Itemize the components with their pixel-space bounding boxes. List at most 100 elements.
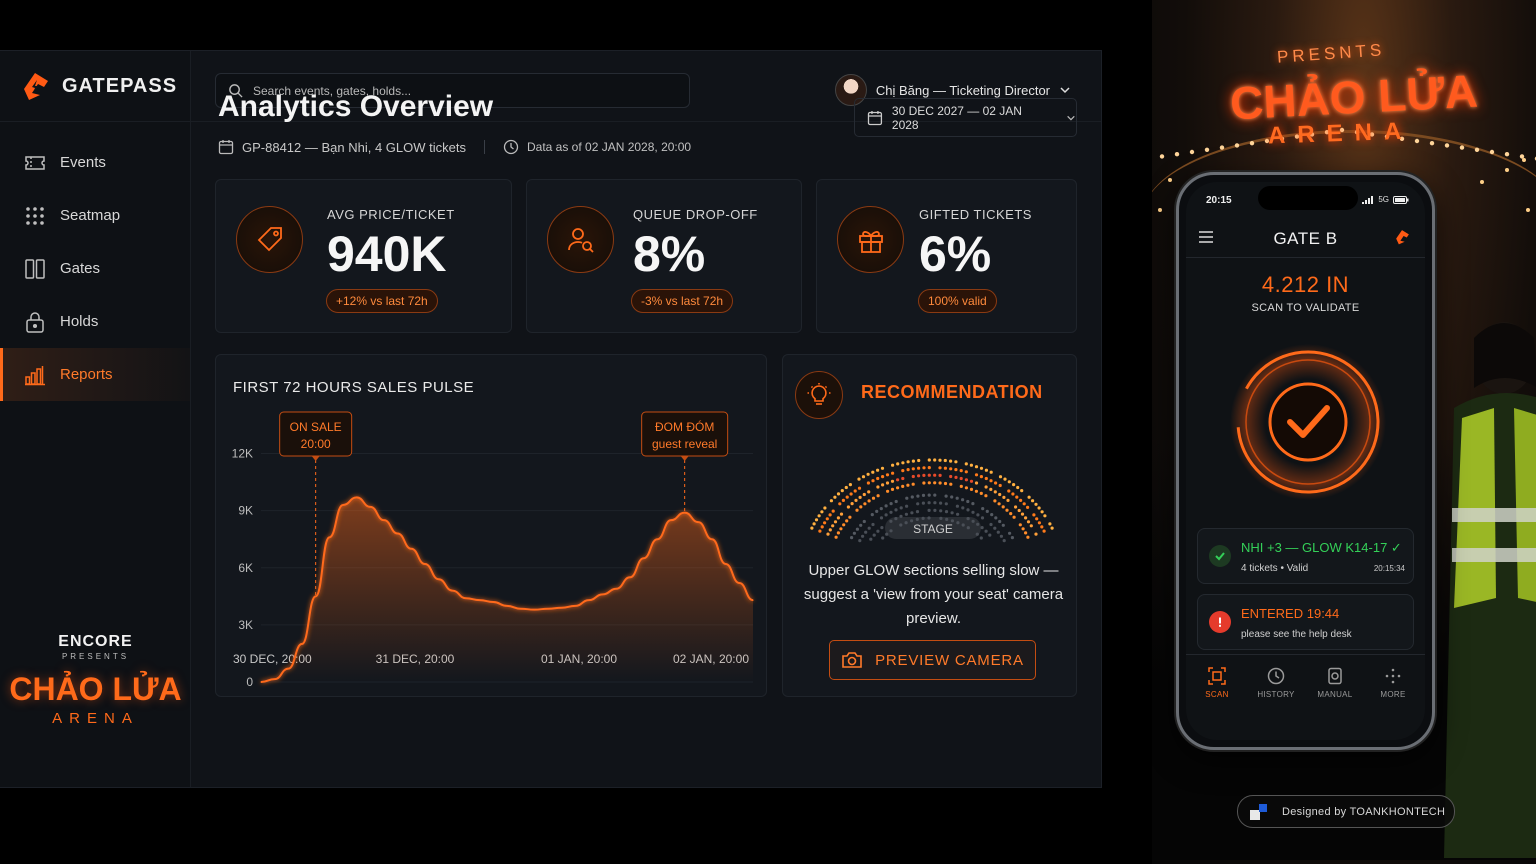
seat-dot	[861, 475, 866, 479]
seat-dot	[961, 498, 965, 502]
data-point	[533, 609, 535, 611]
scan-entry-warning[interactable]: ENTERED 19:44 please see the help desk	[1197, 594, 1414, 650]
seat-dot	[974, 481, 979, 485]
seatmap-preview[interactable]: STAGE	[801, 423, 1063, 548]
kpi-card-avg-price[interactable]: AVG PRICE/TICKET 940K +12% vs last 72h	[215, 179, 512, 333]
seat-dot	[820, 510, 824, 514]
seat-dot	[916, 494, 920, 498]
event-logo: ENCORE PRESENTS CHẢO LỬA ARENA	[0, 633, 191, 727]
sidebar-item-events[interactable]: Events	[0, 136, 190, 189]
kpi-value: 940K	[327, 226, 447, 282]
recommendation-title: RECOMMENDATION	[861, 382, 1043, 402]
annotation-line1: ĐOM ĐÓM	[655, 419, 714, 434]
scan-entry-valid[interactable]: NHI +3 — GLOW K14-17 ✓ 4 tickets • Valid…	[1197, 528, 1414, 584]
entry-count: 4.212 IN	[1261, 272, 1350, 297]
seat-dot	[1024, 531, 1028, 535]
sidebar-item-gates[interactable]: Gates	[0, 242, 190, 295]
entry-title: NHI +3 — GLOW K14-17 ✓	[1241, 540, 1402, 555]
seat-dot	[990, 513, 994, 517]
y-tick-label: 3K	[238, 618, 253, 632]
scan-prompt: SCAN TO VALIDATE	[1251, 302, 1360, 314]
seat-dot	[1026, 520, 1031, 524]
seat-dot	[881, 483, 885, 487]
hamburger-icon[interactable]	[1198, 230, 1214, 244]
data-point	[260, 681, 262, 683]
search-input[interactable]	[253, 83, 673, 98]
kpi-value: 8%	[633, 226, 706, 282]
sidebar-item-seatmap[interactable]: Seatmap	[0, 189, 190, 242]
seat-dot	[885, 473, 890, 477]
seat-dot	[831, 524, 835, 528]
seat-dot	[1003, 477, 1007, 481]
kpi-card-gifted-tickets[interactable]: GIFTED TICKETS 6% 100% valid	[816, 179, 1077, 333]
seat-dot	[971, 510, 975, 514]
seat-dot	[964, 462, 968, 466]
seat-dot	[950, 495, 954, 499]
divider	[483, 140, 485, 154]
data-point	[479, 599, 481, 601]
seat-dot	[901, 461, 905, 465]
phone-status: 5G	[1362, 195, 1409, 204]
seat-dot	[876, 494, 880, 498]
seat-dot	[871, 470, 875, 474]
phone-mockup: 20:15 5G GATE B 4.212 IN SCAN TO VALIDAT…	[1176, 172, 1435, 750]
seat-dot	[891, 471, 895, 475]
kpi-value: 6%	[919, 226, 992, 282]
seat-dot	[833, 520, 838, 524]
sidebar-item-label: Holds	[60, 313, 99, 330]
seat-dot	[846, 505, 850, 509]
seat-dot	[964, 486, 968, 490]
seat-dot	[989, 470, 993, 474]
seat-dot	[964, 470, 968, 474]
sidebar-nav: Events Seatmap Gates Holds Reports	[0, 136, 190, 401]
seat-dot	[866, 472, 870, 476]
seat-dot	[979, 491, 983, 495]
seat-dot	[1050, 526, 1054, 530]
data-point	[492, 601, 494, 603]
date-range-picker[interactable]: 30 DEC 2027 — 02 JAN 2028	[854, 98, 1077, 137]
seat-dot	[950, 511, 954, 515]
tab-more[interactable]: MORE	[1368, 667, 1418, 699]
seat-dot	[955, 504, 959, 508]
light-bulb	[1505, 168, 1509, 172]
seat-dot	[890, 487, 895, 491]
lightbulb-icon	[795, 371, 843, 419]
annotation-line2: guest reveal	[652, 437, 717, 451]
seat-dot	[1020, 489, 1024, 493]
seat-dot	[944, 494, 948, 498]
battery-icon	[1393, 195, 1409, 204]
sidebar-item-reports[interactable]: Reports	[0, 348, 190, 401]
search-box[interactable]	[215, 73, 690, 108]
data-point	[369, 506, 371, 508]
tab-scan[interactable]: SCAN	[1192, 667, 1242, 699]
brand[interactable]: GATEPASS	[0, 51, 190, 122]
seat-dot	[861, 534, 865, 538]
seat-dot	[976, 522, 980, 526]
data-point	[711, 538, 713, 540]
data-point	[424, 563, 426, 565]
seat-dot	[984, 529, 988, 533]
data-point	[725, 563, 727, 565]
kpi-card-queue-dropoff[interactable]: QUEUE DROP-OFF 8% -3% vs last 72h	[526, 179, 802, 333]
light-bulb	[1354, 130, 1360, 135]
seat-dot	[966, 517, 970, 521]
seat-dot	[1032, 513, 1036, 517]
tab-history[interactable]: HISTORY	[1251, 667, 1301, 699]
light-bulb	[1369, 132, 1375, 137]
y-tick-label: 9K	[238, 504, 253, 518]
seat-dot	[891, 463, 895, 467]
seat-dot	[922, 481, 926, 485]
user-menu[interactable]: Chị Băng — Ticketing Director	[834, 74, 1071, 106]
seat-dot	[829, 499, 833, 503]
seat-dot	[844, 485, 848, 490]
scan-validate-button[interactable]	[1228, 342, 1388, 502]
seat-dot	[814, 518, 819, 522]
tab-manual[interactable]: MANUAL	[1310, 667, 1360, 699]
stage-label: STAGE	[913, 522, 953, 536]
seat-dot	[1040, 510, 1044, 514]
preview-camera-button[interactable]: PREVIEW CAMERA	[829, 640, 1036, 680]
seat-dot	[886, 489, 890, 493]
sidebar-item-holds[interactable]: Holds	[0, 295, 190, 348]
brand-name: GATEPASS	[62, 74, 178, 97]
light-bulb	[1309, 132, 1315, 137]
